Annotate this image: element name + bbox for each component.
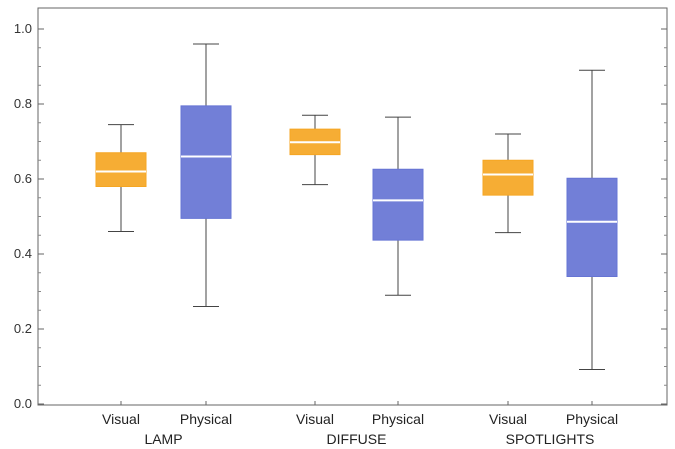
iqr-box	[180, 105, 232, 219]
iqr-box	[482, 159, 534, 196]
box-lamp-visual	[95, 124, 147, 232]
x-tick-label: Visual	[102, 411, 140, 427]
group-label: LAMP	[144, 431, 182, 447]
iqr-box	[372, 168, 424, 241]
y-tick-label: 0.4	[14, 246, 32, 261]
y-tick-label: 0.0	[14, 396, 32, 411]
iqr-box	[566, 177, 618, 277]
x-tick-label: Visual	[489, 411, 527, 427]
iqr-box	[95, 152, 147, 187]
box-diffuse-visual	[289, 114, 341, 186]
group-label: SPOTLIGHTS	[506, 431, 595, 447]
box-lamp-physical	[180, 43, 232, 307]
y-axis: 0.0 0.2 0.4 0.6 0.8 1.0	[14, 21, 667, 411]
y-tick-label: 0.6	[14, 171, 32, 186]
box-diffuse-physical	[372, 116, 424, 296]
y-tick-label: 0.2	[14, 321, 32, 336]
box-spotlights-physical	[566, 69, 618, 370]
x-tick-label: Physical	[372, 411, 424, 427]
x-tick-label: Physical	[566, 411, 618, 427]
x-tick-label: Visual	[296, 411, 334, 427]
y-tick-label: 0.8	[14, 96, 32, 111]
y-tick-label: 1.0	[14, 21, 32, 36]
plot-frame	[37, 7, 668, 406]
box-spotlights-visual	[482, 133, 534, 234]
x-tick-label: Physical	[180, 411, 232, 427]
boxes-layer	[95, 43, 618, 370]
group-label: DIFFUSE	[327, 431, 387, 447]
